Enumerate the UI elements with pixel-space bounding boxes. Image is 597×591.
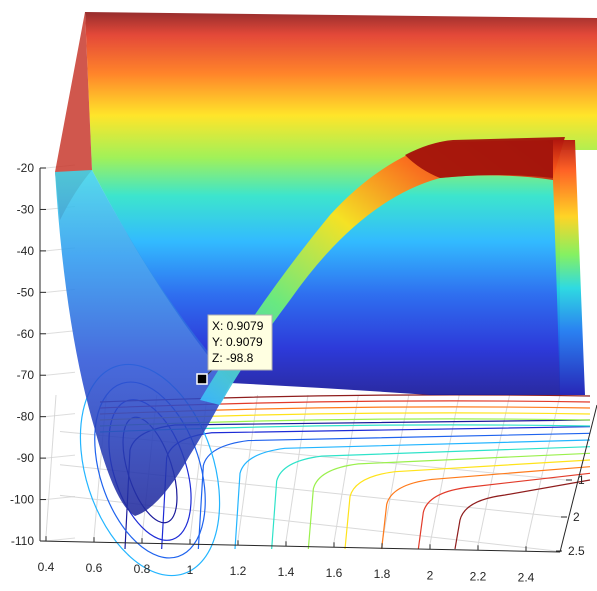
x-tick-label: 0.6 [86, 561, 103, 575]
contour-line [307, 452, 591, 550]
y-axis-line [559, 404, 597, 553]
datatip-z: Z: -98.8 [212, 351, 254, 365]
z-gridline [45, 454, 76, 459]
x-tick-label: 2 [427, 568, 434, 582]
contour-line [197, 432, 591, 550]
x-tick-label: 0.4 [38, 560, 55, 574]
datatip-box [207, 314, 273, 371]
x-tick-label: 2.2 [470, 569, 487, 583]
z-axis-ticks: -20 -30 -40 -50 -60 -70 -80 -90 -100 -110 [10, 161, 46, 548]
x-gridline [381, 394, 410, 544]
x-gridline [429, 394, 460, 545]
contour-line [454, 479, 591, 550]
z-gridline [45, 537, 76, 542]
z-gridline [45, 371, 76, 376]
datatip-x: X: 0.9079 [212, 319, 264, 333]
z-tick-label: -70 [17, 368, 35, 382]
datatip-marker[interactable] [196, 373, 208, 385]
y-tick-label: 2 [573, 510, 580, 524]
x-tick-label: 0.8 [134, 562, 151, 576]
surface-ridge-top [405, 137, 565, 178]
z-tick-label: -60 [17, 327, 35, 341]
y-tick-label: 2.5 [568, 544, 585, 558]
z-tick-label: -20 [17, 161, 35, 175]
contour-line [234, 439, 591, 550]
x-tick-label: 1.8 [374, 567, 391, 581]
z-gridline [45, 413, 76, 418]
z-tick-label: -100 [10, 493, 34, 507]
x-gridline [477, 394, 511, 546]
x-gridline [285, 394, 309, 542]
x-tick-label: 2.4 [518, 570, 535, 584]
z-tick-label: -90 [17, 451, 35, 465]
contour-line [417, 472, 591, 550]
z-tick-label: -50 [17, 285, 35, 299]
x-tick-label: 1.6 [326, 566, 343, 580]
z-tick-label: -40 [17, 244, 35, 258]
contour-line [271, 446, 591, 550]
x-tick-label: 1 [187, 563, 194, 577]
x-tick-label: 1.2 [230, 564, 247, 578]
z-gridline [45, 330, 76, 335]
x-gridline [45, 394, 57, 537]
z-tick-label: -30 [17, 202, 35, 216]
surface-right-face [553, 140, 585, 395]
datatip-y: Y: 0.9079 [212, 335, 263, 349]
y-axis-ticks: 122.5 [556, 473, 585, 558]
surface-left-edge [55, 12, 92, 220]
contour-line [344, 459, 591, 550]
datatip[interactable]: X: 0.9079 Y: 0.9079 Z: -98.8 [196, 314, 273, 385]
y-tick-label: 1 [578, 473, 585, 487]
z-tick-label: -80 [17, 410, 35, 424]
surface-bowl [55, 170, 232, 516]
x-tick-label: 1.4 [278, 565, 295, 579]
contour-line [381, 466, 591, 550]
axes-lines [39, 168, 597, 553]
z-gridline [45, 496, 76, 501]
x-axis-line [39, 540, 561, 553]
z-tick-label: -110 [11, 534, 34, 548]
x-axis-ticks: 0.4 0.6 0.8 1 1.2 1.4 1.6 1.8 2 2.2 2.4 [38, 536, 535, 584]
